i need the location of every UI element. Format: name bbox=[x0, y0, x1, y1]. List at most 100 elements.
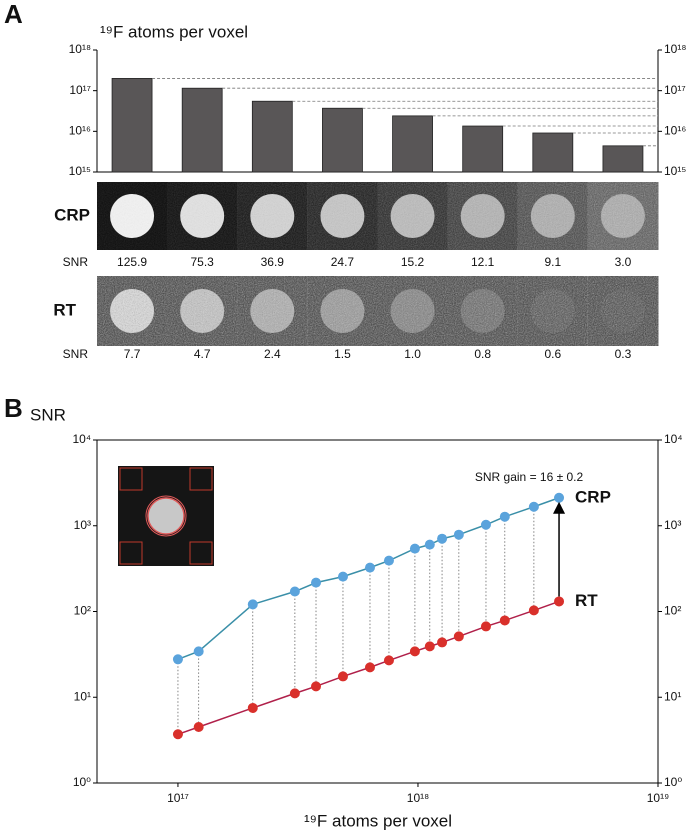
inset-image bbox=[118, 466, 214, 566]
y-tick-label: 10¹⁷ bbox=[69, 83, 91, 97]
point bbox=[480, 621, 491, 632]
image-noise bbox=[167, 276, 238, 346]
point bbox=[311, 681, 322, 692]
y-tick-label: 10¹ bbox=[74, 689, 91, 703]
snr-label: SNR bbox=[63, 255, 89, 269]
y-tick-label: 10⁴ bbox=[664, 432, 683, 446]
image-noise bbox=[517, 182, 589, 250]
y-tick-label: 10¹ bbox=[664, 689, 681, 703]
snr-value: 7.7 bbox=[124, 347, 141, 361]
y-tick-label: 10¹⁸ bbox=[664, 42, 686, 56]
snr-value: 36.9 bbox=[261, 255, 285, 269]
snr-label: SNR bbox=[63, 347, 89, 361]
snr-value: 75.3 bbox=[191, 255, 215, 269]
point bbox=[528, 501, 539, 512]
snr-value: 1.5 bbox=[334, 347, 351, 361]
image-noise bbox=[517, 276, 589, 346]
point bbox=[437, 533, 448, 544]
image-noise bbox=[97, 182, 168, 250]
bar bbox=[111, 78, 153, 173]
point bbox=[453, 529, 464, 540]
point bbox=[364, 662, 375, 673]
fit-line bbox=[177, 497, 560, 661]
annotation: SNR gain = 16 ± 0.2 bbox=[475, 470, 584, 484]
snr-value: 12.1 bbox=[471, 255, 495, 269]
y-tick-label: 10¹⁶ bbox=[69, 124, 91, 138]
image-noise bbox=[307, 182, 378, 250]
snr-value: 24.7 bbox=[331, 255, 355, 269]
bar bbox=[181, 87, 223, 173]
image-noise bbox=[587, 182, 659, 250]
point bbox=[193, 721, 204, 732]
image-noise bbox=[447, 276, 519, 346]
y-tick-label: 10¹⁵ bbox=[69, 164, 91, 178]
point bbox=[453, 631, 464, 642]
snr-value: 125.9 bbox=[117, 255, 147, 269]
snr-value: 4.7 bbox=[194, 347, 211, 361]
point bbox=[424, 641, 435, 652]
point bbox=[424, 539, 435, 550]
x-tick-label: 10¹⁷ bbox=[167, 791, 189, 805]
fit-line bbox=[177, 600, 560, 735]
snr-value: 2.4 bbox=[264, 347, 281, 361]
point bbox=[311, 577, 322, 588]
snr-value: 0.8 bbox=[474, 347, 491, 361]
point bbox=[247, 702, 258, 713]
bar bbox=[602, 145, 644, 173]
snr-value: 15.2 bbox=[401, 255, 425, 269]
point bbox=[499, 615, 510, 626]
panel-label: B bbox=[4, 393, 23, 423]
point bbox=[528, 605, 539, 616]
image-noise bbox=[587, 276, 659, 346]
chart-title: ¹⁹F atoms per voxel bbox=[100, 22, 248, 41]
y-tick-label: 10⁰ bbox=[73, 775, 91, 789]
point bbox=[289, 586, 300, 597]
y-tick-label: 10⁰ bbox=[664, 775, 682, 789]
y-axis-label: SNR bbox=[30, 405, 66, 424]
x-axis-label: ¹⁹F atoms per voxel bbox=[304, 811, 452, 830]
y-tick-label: 10¹⁶ bbox=[664, 124, 686, 138]
point bbox=[409, 646, 420, 657]
snr-value: 1.0 bbox=[404, 347, 421, 361]
point bbox=[383, 555, 394, 566]
image-noise bbox=[307, 276, 378, 346]
series-label: CRP bbox=[575, 487, 611, 506]
bar bbox=[251, 100, 293, 173]
point bbox=[383, 655, 394, 666]
image-noise bbox=[167, 182, 238, 250]
snr-value: 9.1 bbox=[544, 255, 561, 269]
point bbox=[480, 519, 491, 530]
y-tick-label: 10¹⁵ bbox=[664, 164, 686, 178]
point bbox=[554, 492, 565, 503]
snr-value: 3.0 bbox=[615, 255, 632, 269]
point bbox=[289, 688, 300, 699]
image-noise bbox=[237, 276, 308, 346]
image-noise bbox=[447, 182, 519, 250]
image-noise bbox=[97, 276, 168, 346]
point bbox=[172, 654, 183, 665]
point bbox=[554, 596, 565, 607]
panel-label: A bbox=[4, 0, 23, 29]
y-tick-label: 10¹⁸ bbox=[69, 42, 91, 56]
row-label: RT bbox=[53, 300, 76, 319]
snr-value: 0.6 bbox=[544, 347, 561, 361]
point bbox=[337, 571, 348, 582]
image-noise bbox=[237, 182, 308, 250]
y-tick-label: 10² bbox=[74, 604, 91, 618]
bar bbox=[322, 107, 363, 173]
y-tick-label: 10³ bbox=[74, 518, 91, 532]
image-noise bbox=[377, 276, 449, 346]
bar bbox=[392, 115, 433, 173]
x-tick-label: 10¹⁹ bbox=[647, 791, 669, 805]
image-noise bbox=[377, 182, 449, 250]
point bbox=[193, 646, 204, 657]
y-tick-label: 10² bbox=[664, 604, 681, 618]
point bbox=[409, 543, 420, 554]
point bbox=[337, 671, 348, 682]
point bbox=[172, 729, 183, 740]
y-tick-label: 10⁴ bbox=[72, 432, 91, 446]
bar bbox=[532, 132, 574, 173]
series-label: RT bbox=[575, 591, 598, 610]
